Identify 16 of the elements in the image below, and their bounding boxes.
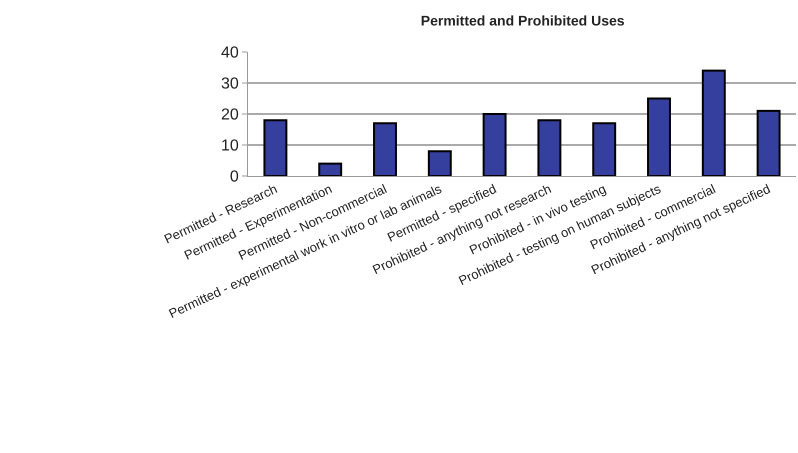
bar [373, 122, 397, 176]
y-tick-label: 20 [221, 106, 239, 124]
y-tick-label: 0 [230, 168, 239, 186]
y-tick-label: 30 [221, 76, 239, 93]
bar [318, 162, 342, 176]
bar [537, 119, 562, 176]
bar [263, 119, 288, 176]
bar [647, 98, 671, 176]
y-tick-label: 40 [221, 44, 239, 62]
bar [592, 122, 616, 176]
bar [756, 110, 781, 176]
bar [702, 70, 726, 176]
y-tick-label: 10 [221, 138, 239, 155]
bar [482, 113, 507, 176]
chart-title: Permitted and Prohibited Uses [420, 12, 625, 29]
bar [428, 150, 452, 176]
